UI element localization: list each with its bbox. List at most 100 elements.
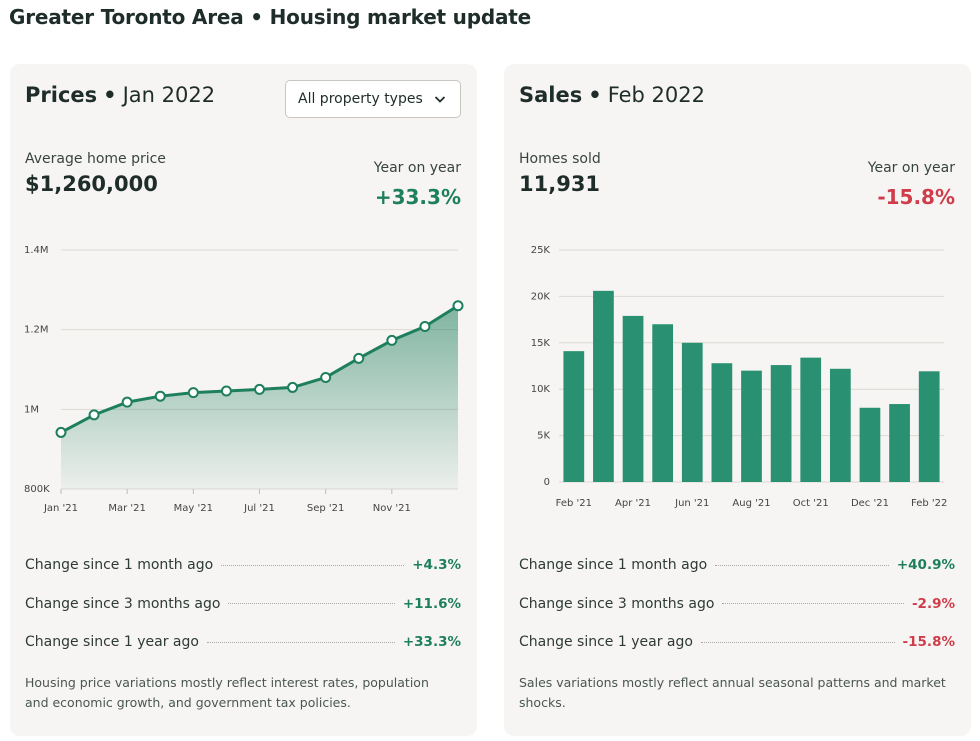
bar xyxy=(622,315,644,482)
x-tick-label: Jun '21 xyxy=(674,498,709,509)
bar xyxy=(652,324,674,482)
y-tick-label: 1.4M xyxy=(24,245,49,256)
price-area-chart: 800K 1M 1.2M 1.4M Jan '21 Mar '21 May '21 Jul '… xyxy=(24,245,464,514)
data-point xyxy=(287,381,299,393)
bar xyxy=(800,357,822,482)
y-tick-label: 800K xyxy=(24,484,50,495)
sales-yoy-label: Year on year xyxy=(867,160,955,176)
data-point xyxy=(88,409,100,421)
data-point xyxy=(154,390,166,402)
change-row: Change since 1 year ago -15.8% xyxy=(519,623,955,662)
dotted-leader xyxy=(715,564,889,566)
area-fill xyxy=(61,305,458,489)
change-label: Change since 3 months ago xyxy=(519,595,715,612)
prices-card: Prices • Jan 2022 All property types Avera… xyxy=(10,64,477,736)
bar xyxy=(829,368,851,482)
prices-changes-list: Change since 1 month ago +4.3% Change si… xyxy=(25,546,461,662)
x-tick-label: Feb '22 xyxy=(911,498,947,509)
change-label: Change since 1 year ago xyxy=(25,634,199,651)
y-tick-label: 10K xyxy=(531,384,551,395)
chevron-down-icon xyxy=(434,96,446,103)
prices-heading-date: Jan 2022 xyxy=(122,83,216,107)
dotted-leader xyxy=(228,603,395,605)
x-tick-label: Nov '21 xyxy=(373,503,411,514)
dotted-leader xyxy=(206,641,395,643)
change-label: Change since 3 months ago xyxy=(25,595,221,612)
change-value: -2.9% xyxy=(911,595,955,612)
change-value: -15.8% xyxy=(902,634,955,651)
x-tick-label: Mar '21 xyxy=(108,503,146,514)
prices-note: Housing price variations mostly reflect … xyxy=(25,675,429,710)
change-label: Change since 1 month ago xyxy=(519,557,708,574)
data-point xyxy=(353,352,365,364)
page-title: Greater Toronto Area • Housing market up… xyxy=(9,5,531,29)
y-tick-label: 5K xyxy=(537,431,550,442)
dotted-leader xyxy=(700,641,895,643)
change-row: Change since 3 months ago -2.9% xyxy=(519,585,955,624)
change-value: +4.3% xyxy=(412,557,461,574)
property-type-dropdown-value: All property types xyxy=(298,91,423,107)
bar xyxy=(770,365,792,482)
prices-heading-title: Prices xyxy=(25,83,98,107)
change-row: Change since 1 year ago +33.3% xyxy=(25,623,461,662)
data-point xyxy=(386,334,398,346)
prices-heading: Prices • Jan 2022 xyxy=(25,83,215,107)
change-label: Change since 1 month ago xyxy=(25,557,214,574)
sales-note: Sales variations mostly reflect annual s… xyxy=(519,675,946,710)
bar xyxy=(711,363,733,482)
y-tick-label: 20K xyxy=(531,291,551,302)
y-tick-label: 15K xyxy=(531,338,551,349)
bar xyxy=(918,371,940,482)
x-tick-label: Feb '21 xyxy=(556,498,592,509)
x-tick-label: Apr '21 xyxy=(615,498,651,509)
sales-yoy-value: -15.8% xyxy=(877,185,955,209)
data-point xyxy=(121,396,133,408)
change-label: Change since 1 year ago xyxy=(519,634,693,651)
sales-heading: Sales • Feb 2022 xyxy=(519,83,705,107)
heading-separator: • xyxy=(103,83,117,107)
homes-sold-value: 11,931 xyxy=(519,172,601,196)
data-point xyxy=(419,320,431,332)
bar xyxy=(889,404,910,482)
property-type-dropdown[interactable]: All property types xyxy=(285,80,461,118)
prices-yoy-label: Year on year xyxy=(373,160,461,176)
data-point xyxy=(452,300,464,312)
bar xyxy=(563,351,585,482)
x-tick-label: Jan '21 xyxy=(43,503,78,514)
x-tick-label: Dec '21 xyxy=(851,498,889,509)
homes-sold-label: Homes sold xyxy=(519,151,601,167)
sales-bar-chart: 0 5K 10K 15K 20K 25K Feb '21 Apr '21 Jun '21 Aug … xyxy=(531,245,948,509)
data-point xyxy=(220,385,232,397)
change-row: Change since 1 month ago +4.3% xyxy=(25,546,461,585)
data-point xyxy=(254,383,265,395)
y-tick-label: 0 xyxy=(544,477,550,488)
sales-card: Sales • Feb 2022 Homes sold 11,931 Year on… xyxy=(504,64,971,736)
x-tick-label: Oct '21 xyxy=(793,498,829,509)
y-tick-label: 1.2M xyxy=(24,325,49,336)
sales-heading-title: Sales xyxy=(519,83,583,107)
bar xyxy=(593,290,614,482)
change-value: +11.6% xyxy=(402,595,461,612)
dotted-leader xyxy=(221,564,405,566)
x-tick-label: Aug '21 xyxy=(732,498,770,509)
dotted-leader xyxy=(722,603,904,605)
data-point xyxy=(320,371,332,383)
average-price-value: $1,260,000 xyxy=(25,172,158,196)
bar xyxy=(859,407,881,482)
change-value: +40.9% xyxy=(896,557,955,574)
change-value: +33.3% xyxy=(402,634,461,651)
x-tick-label: Jul '21 xyxy=(243,503,275,514)
bar xyxy=(681,342,703,482)
y-tick-label: 1M xyxy=(24,404,39,415)
y-tick-label: 25K xyxy=(531,245,551,256)
change-row: Change since 3 months ago +11.6% xyxy=(25,585,461,624)
change-row: Change since 1 month ago +40.9% xyxy=(519,546,955,585)
prices-yoy-value: +33.3% xyxy=(374,185,461,209)
bar xyxy=(741,370,762,482)
sales-changes-list: Change since 1 month ago +40.9% Change s… xyxy=(519,546,955,662)
data-point xyxy=(55,426,67,438)
x-tick-label: Sep '21 xyxy=(307,503,345,514)
data-point xyxy=(187,387,199,399)
sales-heading-date: Feb 2022 xyxy=(607,83,705,107)
heading-separator: • xyxy=(588,83,602,107)
